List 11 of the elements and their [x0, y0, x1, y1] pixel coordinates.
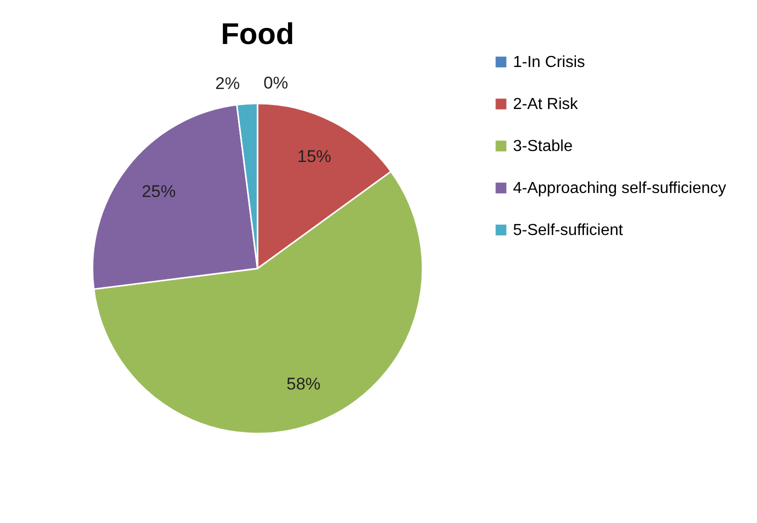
legend-label: 4-Approaching self-sufficiency — [513, 180, 726, 197]
legend-label: 3-Stable — [513, 138, 573, 155]
data-label: 15% — [297, 147, 332, 166]
data-label: 2% — [215, 74, 240, 93]
legend-label: 5-Self-sufficient — [513, 222, 624, 239]
legend-label: 1-In Crisis — [513, 54, 586, 71]
data-label: 25% — [142, 182, 176, 201]
legend-label: 2-At Risk — [513, 96, 579, 113]
chart-title: Food — [220, 18, 294, 51]
data-label: 58% — [286, 374, 321, 394]
text: 0% — [264, 74, 288, 92]
